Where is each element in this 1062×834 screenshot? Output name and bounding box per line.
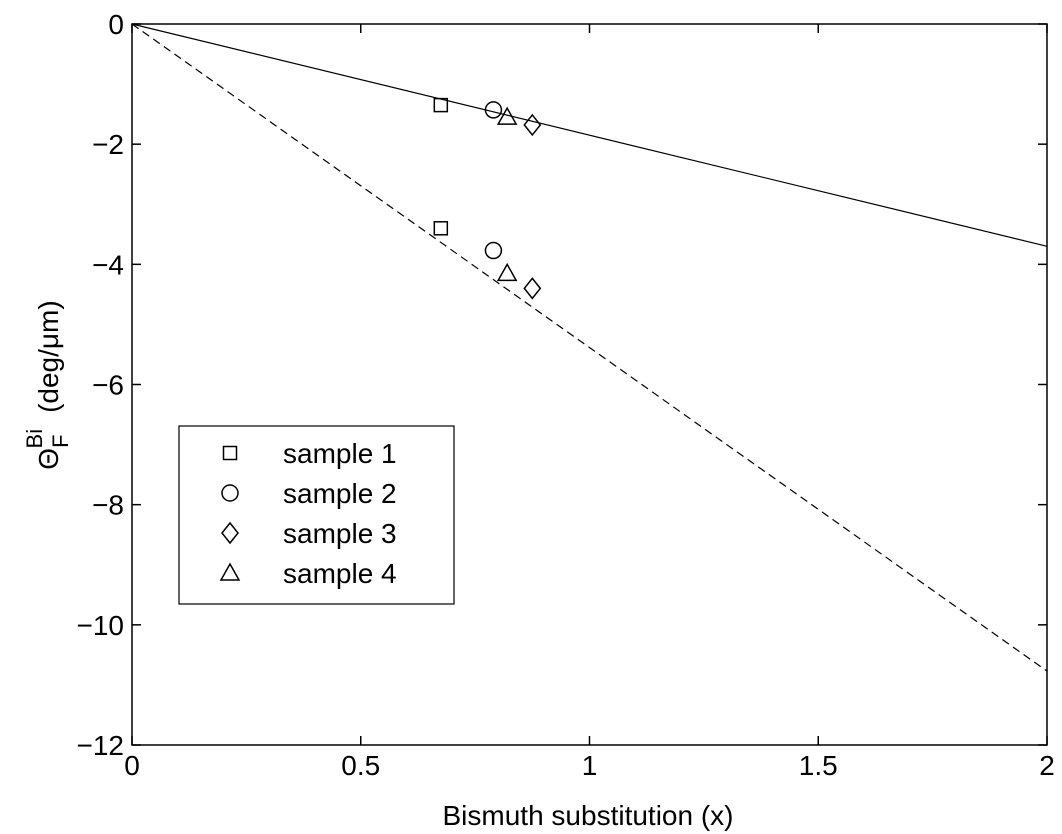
svg-text:ΘFBi(deg/μm): ΘFBi (deg/μm): [22, 300, 73, 469]
x-tick-label: 2: [1039, 750, 1055, 781]
axis-ticks: 0 0.5 1 1.5 2 0 −2 −4 −6 −8 −10 −12: [77, 9, 1055, 781]
legend-marker-triangle: [219, 562, 241, 581]
x-tick-label: 0: [124, 750, 140, 781]
legend-marker-square: [222, 445, 238, 461]
y-tick-label: −12: [77, 730, 125, 761]
x-tick-label: 1: [582, 750, 598, 781]
data-markers: [433, 97, 542, 300]
y-axis-symbol: Θ: [33, 448, 64, 470]
fit-lines: [131, 23, 1048, 672]
data-point-circle: [484, 241, 503, 260]
x-tick-label: 0.5: [341, 750, 380, 781]
x-tick-label: 1.5: [799, 750, 838, 781]
y-axis-units: (deg/μm): [33, 300, 64, 413]
y-tick-label: −6: [92, 370, 124, 401]
data-point-triangle: [496, 106, 518, 125]
y-tick-label: −2: [92, 129, 124, 160]
data-point-triangle: [496, 262, 518, 282]
legend-marker-diamond: [221, 521, 239, 545]
y-tick-label: −10: [77, 610, 125, 641]
legend-label: sample 2: [283, 478, 397, 509]
y-tick-label: 0: [108, 9, 124, 40]
legend-label: sample 3: [283, 518, 397, 549]
y-tick-label: −8: [92, 490, 124, 521]
legend: sample 1 sample 2 sample 3 sample 4: [178, 425, 455, 605]
y-axis-subscript: F: [48, 434, 73, 447]
data-point-circle: [484, 101, 503, 119]
data-point-square: [433, 97, 449, 113]
legend-label: sample 1: [283, 438, 397, 469]
x-axis-title: Bismuth substitution (x): [443, 800, 734, 831]
legend-label: sample 4: [283, 558, 397, 589]
plot-area: [131, 23, 1048, 746]
y-axis-title: ΘFBi (deg/μm): [22, 300, 73, 469]
y-tick-label: −4: [92, 249, 124, 280]
plot-frame: [131, 23, 1048, 746]
data-point-diamond: [523, 277, 542, 300]
y-axis-superscript: Bi: [22, 429, 47, 449]
fit-line-dashed: [131, 23, 1048, 672]
data-point-diamond: [523, 113, 542, 137]
legend-marker-circle: [221, 484, 239, 502]
fit-line-solid: [131, 23, 1048, 247]
data-point-square: [433, 221, 449, 236]
